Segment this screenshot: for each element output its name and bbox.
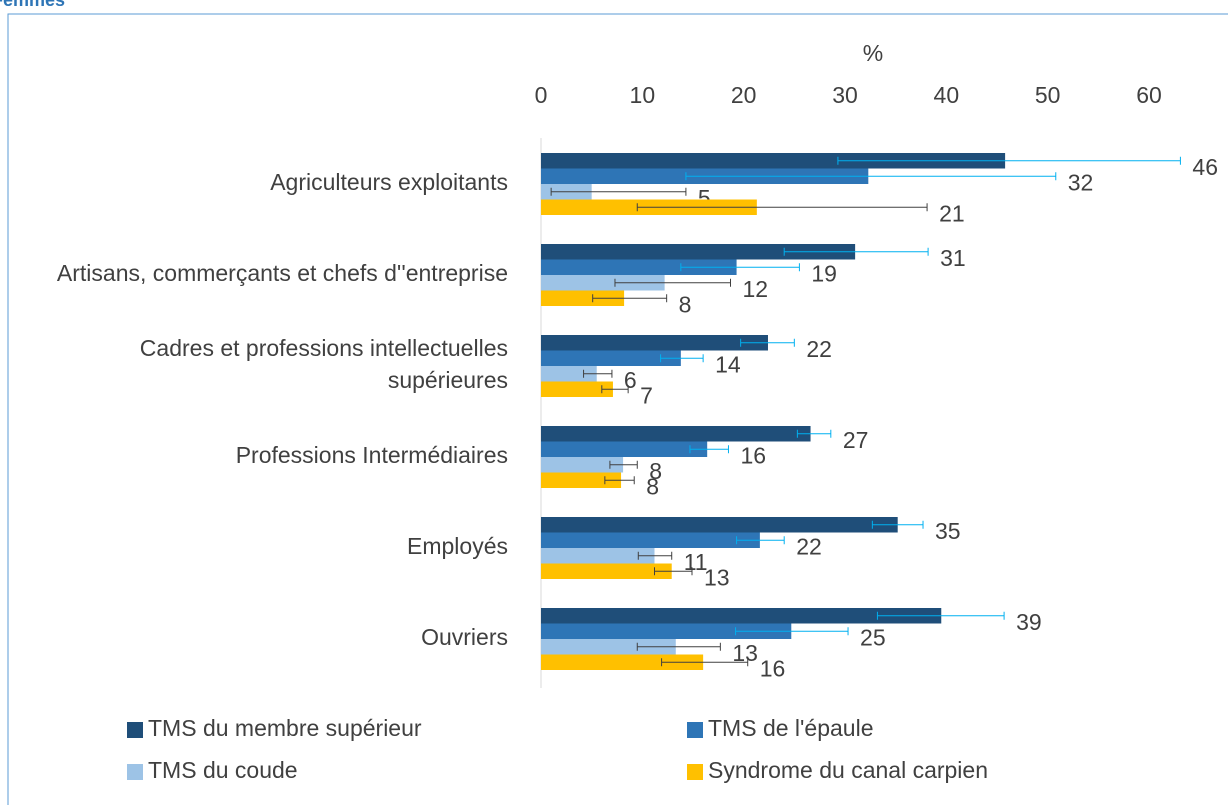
data-label: 35 — [935, 518, 961, 544]
y-tick-label-line: Cadres et professions intellectuelles — [140, 335, 508, 361]
error-bar — [735, 627, 849, 636]
data-label: 31 — [940, 245, 966, 271]
error-bar — [661, 658, 749, 667]
x-tick-label: 40 — [934, 82, 960, 108]
data-label: 11 — [684, 549, 708, 575]
bar — [541, 517, 898, 533]
bar — [541, 623, 792, 639]
legend-swatch — [127, 764, 143, 780]
y-tick-label: Employés — [407, 533, 508, 559]
error-bar — [592, 294, 668, 303]
bar — [541, 563, 672, 579]
bar — [541, 381, 613, 397]
bar — [541, 290, 625, 306]
data-label: 25 — [860, 624, 886, 650]
error-bar — [637, 551, 673, 560]
data-label: 16 — [740, 442, 766, 468]
error-bar — [653, 567, 693, 576]
data-label: 13 — [732, 640, 758, 666]
bar — [541, 532, 760, 548]
error-bar — [689, 445, 729, 454]
bar — [541, 457, 624, 473]
data-label: 8 — [679, 291, 692, 317]
error-bar — [601, 385, 629, 394]
error-bar — [550, 187, 687, 196]
y-tick-label-line: supérieures — [388, 367, 508, 393]
data-label: 22 — [806, 336, 832, 362]
bar — [541, 608, 942, 624]
error-bar — [614, 278, 731, 287]
legend-label: TMS de l'épaule — [708, 715, 873, 741]
error-bar — [837, 156, 1181, 165]
bar — [541, 366, 597, 382]
chart-title: Femmes — [0, 0, 65, 10]
chart-border — [7, 13, 1228, 805]
error-bar — [609, 460, 638, 469]
y-tick-label: Cadres et professions intellectuelles sup… — [140, 335, 508, 393]
x-tick-label: 10 — [630, 82, 656, 108]
y-tick-label: Professions Intermédiaires — [236, 442, 508, 468]
y-tick-label: Agriculteurs exploitants — [270, 169, 508, 195]
bar — [541, 654, 704, 670]
bar — [541, 548, 655, 564]
data-label: 32 — [1068, 169, 1094, 195]
bar — [541, 472, 622, 488]
data-label: 27 — [843, 427, 869, 453]
data-label: 14 — [715, 351, 741, 377]
error-bar — [736, 536, 785, 545]
legend-swatch — [687, 722, 703, 738]
error-bar — [680, 263, 800, 272]
bar — [541, 441, 708, 457]
data-label: 22 — [796, 533, 822, 559]
data-label: 39 — [1016, 609, 1042, 635]
error-bar — [583, 369, 613, 378]
data-label: 16 — [760, 655, 786, 681]
bar — [541, 639, 676, 655]
x-tick-label: 50 — [1035, 82, 1061, 108]
bar — [541, 275, 665, 291]
legend-label: TMS du coude — [148, 757, 298, 783]
error-bar — [796, 429, 832, 438]
x-tick-label: 30 — [832, 82, 858, 108]
error-bar — [871, 520, 924, 529]
error-bar — [685, 172, 1057, 181]
legend-swatch — [127, 722, 143, 738]
bar — [541, 259, 737, 275]
bar — [541, 153, 1006, 169]
data-label: 12 — [742, 276, 768, 302]
data-label: 21 — [939, 200, 965, 226]
data-label: 8 — [649, 458, 662, 484]
x-tick-label: 60 — [1136, 82, 1162, 108]
error-bar — [740, 338, 795, 347]
error-bar — [660, 354, 704, 363]
data-label: 7 — [640, 382, 653, 408]
bar — [541, 335, 768, 351]
x-tick-label: 0 — [535, 82, 548, 108]
error-bar — [876, 611, 1005, 620]
x-tick-label: 20 — [731, 82, 757, 108]
data-label: 13 — [704, 564, 730, 590]
y-tick-label: Artisans, commerçants et chefs d''entrep… — [57, 260, 508, 286]
data-label: 19 — [811, 260, 837, 286]
error-bar — [783, 247, 929, 256]
y-tick-label: Ouvriers — [421, 624, 508, 650]
error-bar — [636, 203, 928, 212]
bar — [541, 350, 681, 366]
data-label: 6 — [624, 367, 637, 393]
bar — [541, 244, 856, 260]
axis-label: % — [863, 40, 883, 66]
data-label: 46 — [1192, 154, 1218, 180]
legend-label: Syndrome du canal carpien — [708, 757, 988, 783]
legend-swatch — [687, 764, 703, 780]
bar — [541, 426, 811, 442]
error-bar — [604, 476, 635, 485]
legend-label: TMS du membre supérieur — [148, 715, 422, 741]
data-label: 8 — [646, 473, 659, 499]
error-bar — [636, 642, 721, 651]
